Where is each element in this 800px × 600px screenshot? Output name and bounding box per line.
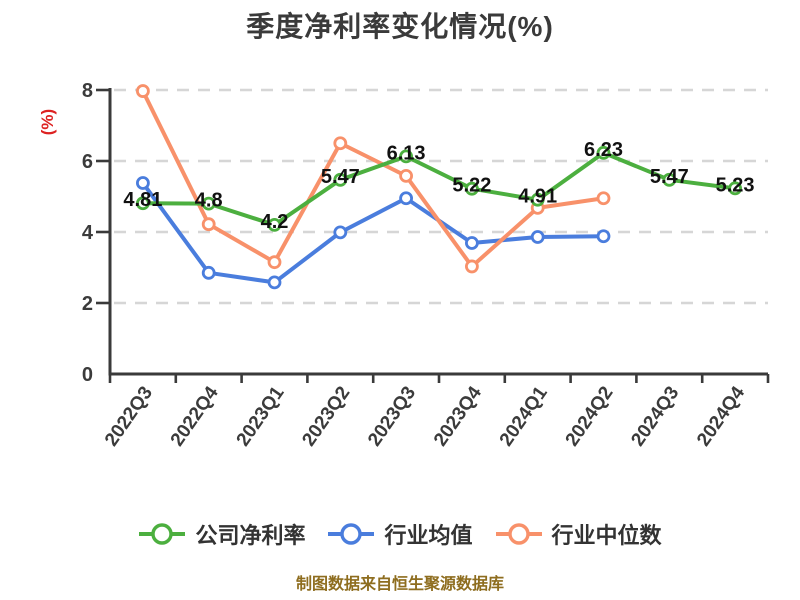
legend-line-marker-icon xyxy=(139,523,186,545)
legend-label: 行业中位数 xyxy=(551,523,662,548)
x-tick-label: 2023Q4 xyxy=(430,382,486,450)
data-point-marker xyxy=(333,136,348,151)
data-point-label: 5.47 xyxy=(650,166,689,188)
data-point-label: 4.2 xyxy=(261,211,289,233)
data-point-marker xyxy=(596,145,611,160)
data-point-marker xyxy=(201,217,216,232)
data-point-marker xyxy=(530,192,545,207)
y-tick-label: 6 xyxy=(82,151,93,173)
legend-line-marker-icon xyxy=(328,523,375,545)
series-line xyxy=(140,89,606,269)
data-point-marker xyxy=(464,181,479,196)
legend-label: 行业均值 xyxy=(384,523,473,548)
data-point-label: 4.91 xyxy=(518,186,557,208)
data-point-marker xyxy=(135,196,150,211)
data-point-label: 5.23 xyxy=(716,174,755,196)
x-tick-label: 2024Q2 xyxy=(562,383,618,450)
x-tick-label: 2023Q1 xyxy=(233,382,289,450)
data-point-marker xyxy=(267,217,282,232)
x-tick-label: 2024Q1 xyxy=(496,382,552,450)
data-point-marker xyxy=(728,181,742,196)
x-tick-label: 2024Q3 xyxy=(627,383,683,450)
chart-title: 季度净利率变化情况(%) xyxy=(246,11,554,42)
data-point-marker xyxy=(399,191,414,206)
data-source-note: 制图数据来自恒生聚源数据库 xyxy=(295,576,504,593)
data-point-marker xyxy=(662,172,677,187)
x-tick-label: 2023Q2 xyxy=(298,383,354,450)
data-point-marker xyxy=(399,149,414,164)
plot-area: 0 2 4 6 8 2022Q3 2022Q4 2023Q1 2023Q2 2023Q3 2023Q… xyxy=(82,80,770,450)
series-industry-mean xyxy=(135,176,611,290)
data-point-label: 5.47 xyxy=(321,166,360,188)
data-point-marker xyxy=(201,196,216,211)
y-tick-label: 4 xyxy=(82,222,94,244)
series-line xyxy=(140,181,606,285)
x-tick-label: 2023Q3 xyxy=(364,383,420,450)
x-tick-label: 2022Q3 xyxy=(101,383,157,450)
legend-item-industry-mean[interactable]: 行业均值 xyxy=(327,518,473,550)
data-point-marker xyxy=(333,172,348,187)
series-company-net-margin xyxy=(135,145,742,232)
data-point-label: 6.13 xyxy=(387,142,426,164)
data-point-label: 6.23 xyxy=(584,139,623,161)
data-point-marker xyxy=(201,265,216,280)
data-point-marker xyxy=(596,229,611,244)
data-point-marker xyxy=(464,259,479,274)
data-point-marker xyxy=(399,169,414,183)
data-point-marker xyxy=(530,230,545,244)
legend: 公司净利率 行业均值 行业中位数 xyxy=(0,518,800,550)
y-tick-label: 8 xyxy=(82,80,93,102)
data-point-marker xyxy=(135,176,150,190)
data-point-marker xyxy=(135,84,150,98)
y-tick-label: 2 xyxy=(82,293,93,315)
series-line xyxy=(140,150,738,227)
data-point-label: 4.8 xyxy=(195,190,223,212)
legend-item-industry-median[interactable]: 行业中位数 xyxy=(495,518,662,550)
x-tick-label: 2024Q4 xyxy=(693,382,749,450)
x-tick-label: 2022Q4 xyxy=(167,382,223,450)
y-axis: 0 2 4 6 8 xyxy=(82,80,110,386)
x-axis: 2022Q3 2022Q4 2023Q1 2023Q2 2023Q3 2023Q4 2024… xyxy=(101,374,770,450)
data-point-marker xyxy=(267,255,282,270)
data-point-marker xyxy=(464,236,479,250)
data-point-marker xyxy=(333,225,348,240)
data-point-marker xyxy=(267,275,282,290)
legend-line-marker-icon xyxy=(495,523,542,545)
data-point-label: 4.81 xyxy=(123,189,162,211)
y-tick-label: 0 xyxy=(82,364,93,386)
data-point-marker xyxy=(596,191,611,206)
legend-label: 公司净利率 xyxy=(195,523,306,548)
data-point-label: 5.22 xyxy=(452,175,491,197)
series-industry-median xyxy=(135,84,611,274)
legend-item-company-net-margin[interactable]: 公司净利率 xyxy=(138,518,305,550)
